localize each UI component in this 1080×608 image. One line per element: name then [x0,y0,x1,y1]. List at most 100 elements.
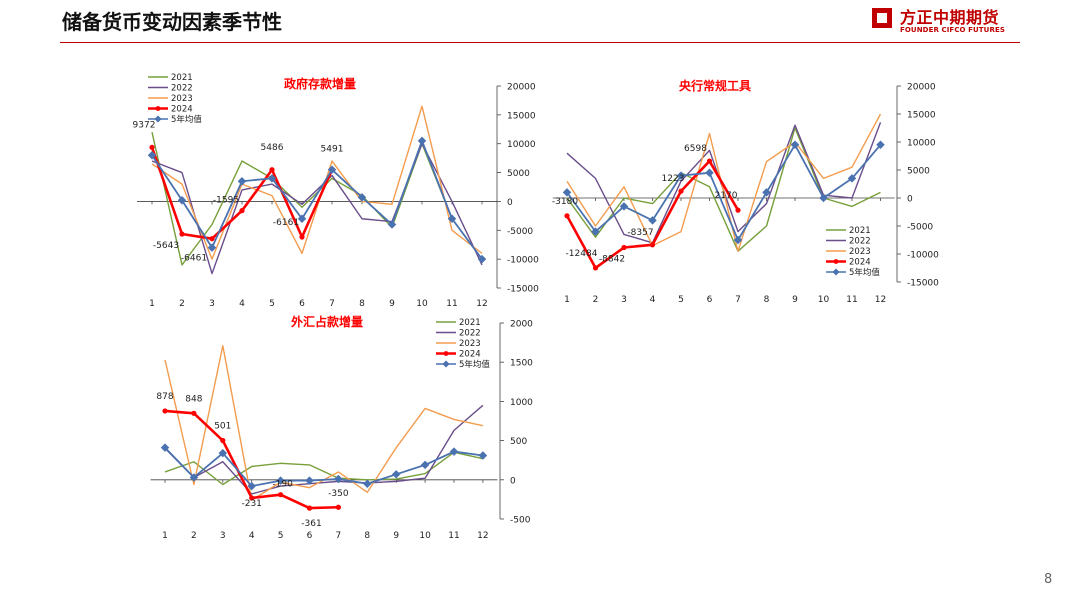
data-point [648,216,657,225]
x-tick-label: 12 [476,299,487,309]
data-point [177,196,187,205]
data-label: -3180 [552,197,578,207]
x-tick-label: 5 [678,295,684,305]
y-tick-label: 5000 [907,167,930,177]
y-tick-label: -10000 [507,256,539,266]
series-2021 [566,127,881,252]
series-2024 [162,408,341,511]
series-line [164,404,484,495]
legend-marker [833,259,839,264]
data-point [391,470,401,479]
data-point [678,188,684,194]
series-2022 [164,404,484,495]
data-point [334,474,343,484]
legend-marker [443,351,449,356]
x-tick-label: 12 [477,531,488,541]
y-tick-label: -500 [510,516,531,526]
series-5年均值 [147,136,487,264]
y-tick-label: 0 [907,195,913,205]
x-tick-label: 6 [299,299,305,309]
data-label: -8357 [627,228,653,238]
x-tick-label: 11 [448,531,459,541]
legend-label: 2022 [171,84,193,94]
y-tick-label: -5000 [907,223,933,233]
data-point [149,144,155,150]
legend-label: 5年均值 [459,359,490,370]
x-tick-label: 10 [416,299,428,309]
x-tick-label: 7 [336,531,342,541]
data-point [357,193,367,202]
data-point [592,265,599,271]
legend-marker [832,268,840,276]
logo-text-en: FOUNDER CIFCO FUTURES [900,26,1005,34]
legend-label: 2024 [849,258,871,268]
legend-label: 5年均值 [849,267,880,278]
x-tick-label: 6 [707,295,713,305]
page-number: 8 [1044,572,1053,587]
series-2023 [151,105,483,260]
data-label: -190 [272,480,293,490]
x-tick-label: 12 [875,295,886,305]
page-title: 储备货币变动因素季节性 [62,10,282,34]
data-point [189,473,199,482]
x-tick-label: 3 [621,295,627,305]
x-tick-label: 3 [209,299,215,309]
x-tick-label: 5 [269,299,275,309]
header-divider [60,42,1020,43]
legend-label: 2021 [849,226,871,236]
data-label: -6461 [181,254,207,264]
data-point [706,158,713,164]
data-point [191,410,197,416]
data-point [447,214,457,223]
data-point [179,231,185,237]
x-tick-label: 4 [239,299,245,309]
y-tick-label: 2000 [510,320,533,330]
legend-label: 2023 [459,339,481,349]
x-tick-label: 1 [149,299,155,309]
chart-title: 政府存款增量 [284,76,356,91]
y-tick-label: -15000 [907,279,939,289]
data-point [790,140,800,150]
data-point [162,408,168,414]
series-line [566,127,881,252]
data-label: -12484 [566,249,598,259]
data-point [305,476,314,485]
series-line [151,105,483,260]
y-tick-label: 500 [510,437,527,447]
data-label: 878 [156,392,173,402]
data-label: 5486 [261,143,284,153]
data-label: 501 [214,422,231,432]
y-tick-label: 20000 [907,83,936,93]
data-point [477,254,487,264]
x-tick-label: 2 [179,299,185,309]
x-tick-label: 9 [389,299,395,309]
data-point [735,207,741,213]
data-point [387,220,397,229]
data-point [267,174,277,183]
data-point [160,443,170,452]
data-point [209,236,215,242]
x-tick-label: 2 [191,531,197,541]
x-tick-label: 8 [359,299,365,309]
data-point [564,213,570,219]
data-point [649,242,656,248]
data-point [327,165,337,174]
y-tick-label: -10000 [907,251,939,261]
chart-1: 政府存款增量 -15000 -10000 -5000 0 5000 10000 15000 20… [133,73,540,309]
data-point [247,481,256,491]
data-point [705,168,714,178]
data-point [417,136,427,146]
data-label: 848 [185,394,202,404]
series-2022 [566,122,882,244]
y-tick-label: 0 [510,476,516,486]
data-point [218,448,228,458]
data-point [276,476,285,485]
x-tick-label: 8 [764,295,770,305]
logo-text-cn: 方正中期期货 [900,8,1000,27]
y-tick-label: 0 [507,198,513,208]
